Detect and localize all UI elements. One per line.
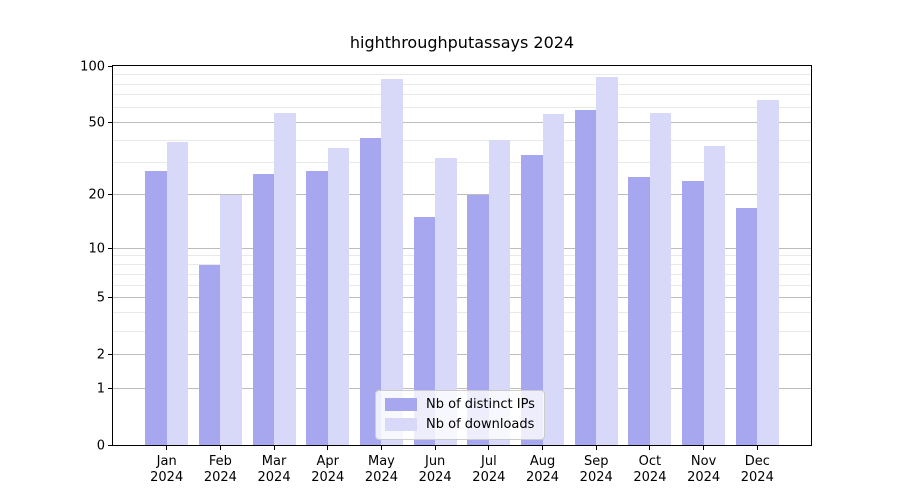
x-tick-jul bbox=[488, 446, 490, 450]
y-tick-label-2: 2 bbox=[96, 347, 105, 363]
x-tick-label-sep: Sep 2024 bbox=[579, 454, 613, 485]
x-tick-sep bbox=[595, 446, 597, 450]
bar-jun-distinct-ips bbox=[413, 217, 436, 445]
y-tick-label-50: 50 bbox=[88, 115, 105, 131]
gridline-minor-60 bbox=[113, 106, 811, 108]
x-tick-dec bbox=[756, 446, 758, 450]
x-tick-nov bbox=[703, 446, 705, 450]
bar-apr-distinct-ips bbox=[306, 171, 328, 445]
bar-aug-downloads bbox=[542, 114, 565, 445]
chart-title: highthroughputassays 2024 bbox=[349, 33, 575, 52]
bar-mar-distinct-ips bbox=[252, 174, 275, 445]
legend-label-downloads: Nb of downloads bbox=[426, 417, 535, 432]
legend-swatch-downloads bbox=[385, 418, 417, 431]
x-tick-jun bbox=[434, 446, 436, 450]
gridline-minor-3 bbox=[113, 330, 811, 332]
y-tick-5 bbox=[108, 297, 112, 299]
legend: Nb of distinct IPs Nb of downloads bbox=[375, 390, 545, 440]
y-tick-50 bbox=[108, 121, 112, 123]
y-tick-label-0: 0 bbox=[96, 438, 105, 453]
y-tick-100 bbox=[108, 65, 112, 67]
y-tick-20 bbox=[108, 194, 112, 196]
y-tick-label-5: 5 bbox=[96, 290, 105, 306]
x-tick-aug bbox=[542, 446, 544, 450]
x-tick-mar bbox=[273, 446, 275, 450]
x-tick-label-jun: Jun 2024 bbox=[418, 454, 452, 485]
bar-aug-distinct-ips bbox=[521, 155, 543, 445]
bar-jul-distinct-ips bbox=[467, 194, 489, 445]
gridline-minor-8 bbox=[113, 264, 811, 266]
x-tick-label-may: May 2024 bbox=[364, 454, 398, 485]
gridline-major-50 bbox=[113, 121, 811, 123]
y-tick-label-100: 100 bbox=[80, 59, 105, 74]
bar-sep-distinct-ips bbox=[574, 110, 597, 445]
y-tick-label-20: 20 bbox=[88, 187, 105, 203]
x-tick-label-nov: Nov 2024 bbox=[687, 454, 721, 485]
bar-apr-downloads bbox=[327, 148, 350, 445]
bar-nov-downloads bbox=[703, 146, 726, 445]
legend-label-distinct-ips: Nb of distinct IPs bbox=[426, 397, 535, 412]
legend-item-distinct-ips: Nb of distinct IPs bbox=[385, 397, 535, 412]
gridline-minor-7 bbox=[113, 273, 811, 275]
x-tick-oct bbox=[649, 446, 651, 450]
bar-mar-downloads bbox=[274, 112, 296, 445]
bar-nov-distinct-ips bbox=[682, 180, 704, 445]
gridline-major-5 bbox=[113, 297, 811, 299]
gridline-major-20 bbox=[113, 194, 811, 196]
gridline-minor-80 bbox=[113, 83, 811, 85]
x-tick-may bbox=[380, 446, 382, 450]
gridline-major-10 bbox=[113, 247, 811, 249]
x-tick-label-apr: Apr 2024 bbox=[311, 454, 345, 485]
bar-jun-downloads bbox=[435, 157, 457, 445]
bar-dec-downloads bbox=[757, 99, 779, 445]
x-tick-feb bbox=[219, 446, 221, 450]
bar-dec-distinct-ips bbox=[735, 207, 758, 445]
gridline-minor-40 bbox=[113, 139, 811, 141]
x-tick-label-mar: Mar 2024 bbox=[257, 454, 291, 485]
x-tick-label-jan: Jan 2024 bbox=[150, 454, 184, 485]
bar-jan-downloads bbox=[166, 142, 189, 445]
bar-may-distinct-ips bbox=[359, 138, 382, 445]
gridline-minor-90 bbox=[113, 74, 811, 76]
bar-jan-distinct-ips bbox=[145, 171, 167, 445]
y-tick-1 bbox=[108, 387, 112, 389]
x-tick-label-feb: Feb 2024 bbox=[203, 454, 237, 485]
gridline-major-2 bbox=[113, 354, 811, 356]
legend-swatch-distinct-ips bbox=[385, 398, 417, 411]
bar-oct-downloads bbox=[649, 112, 672, 445]
x-tick-jan bbox=[166, 446, 168, 450]
gridline-major-1 bbox=[113, 387, 811, 389]
gridline-minor-6 bbox=[113, 284, 811, 286]
legend-item-downloads: Nb of downloads bbox=[385, 417, 535, 432]
gridline-minor-30 bbox=[113, 162, 811, 164]
x-tick-label-oct: Oct 2024 bbox=[633, 454, 667, 485]
bar-jul-downloads bbox=[488, 140, 511, 445]
x-tick-label-aug: Aug 2024 bbox=[525, 454, 560, 485]
y-tick-2 bbox=[108, 354, 112, 356]
y-tick-10 bbox=[108, 247, 112, 249]
x-tick-label-jul: Jul 2024 bbox=[472, 454, 506, 485]
gridline-minor-9 bbox=[113, 255, 811, 257]
plot-area: Nb of distinct IPs Nb of downloads 0 1 2 5 1… bbox=[80, 60, 812, 485]
bar-feb-downloads bbox=[220, 194, 242, 445]
gridline-minor-70 bbox=[113, 94, 811, 96]
x-tick-apr bbox=[327, 446, 329, 450]
gridline-minor-4 bbox=[113, 312, 811, 314]
y-tick-label-1: 1 bbox=[96, 381, 105, 397]
bar-sep-downloads bbox=[596, 77, 618, 445]
x-tick-label-dec: Dec 2024 bbox=[740, 454, 774, 485]
y-tick-label-10: 10 bbox=[88, 241, 105, 257]
bar-may-downloads bbox=[381, 79, 403, 445]
bar-feb-distinct-ips bbox=[198, 264, 221, 445]
bar-oct-distinct-ips bbox=[628, 177, 650, 445]
y-tick-0 bbox=[108, 444, 112, 446]
